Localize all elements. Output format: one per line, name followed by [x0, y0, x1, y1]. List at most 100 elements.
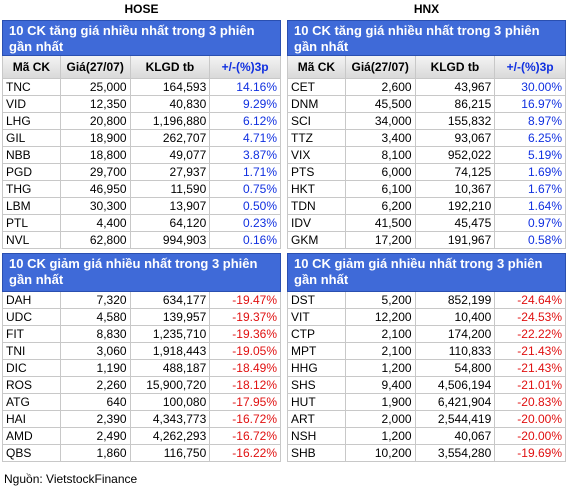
cell: 7,320 [61, 292, 131, 308]
data-row: VIX 8,100 952,022 5.19% [287, 147, 566, 164]
cell: CET [288, 79, 346, 95]
cell: 27,937 [131, 164, 211, 180]
column-header: +/-(%)3p [210, 56, 281, 78]
cell: 0.16% [210, 232, 281, 248]
cell: 9,400 [346, 377, 416, 393]
cell: -19.05% [210, 343, 281, 359]
cell: 10,200 [346, 445, 416, 461]
cell: TNI [3, 343, 61, 359]
cell: -19.69% [495, 445, 566, 461]
cell: 139,957 [131, 309, 211, 325]
cell: 30.00% [495, 79, 566, 95]
cell: PTS [288, 164, 346, 180]
cell: 2,000 [346, 411, 416, 427]
cell: 40,067 [416, 428, 496, 444]
cell: 8,830 [61, 326, 131, 342]
cell: UDC [3, 309, 61, 325]
cell: DST [288, 292, 346, 308]
cell: 2,100 [346, 326, 416, 342]
cell: 1,196,880 [131, 113, 211, 129]
cell: 110,833 [416, 343, 496, 359]
data-row: UDC 4,580 139,957 -19.37% [2, 309, 281, 326]
data-row: IDV 41,500 45,475 0.97% [287, 215, 566, 232]
source: Nguồn: VietstockFinance [4, 472, 138, 486]
cell: 0.23% [210, 215, 281, 231]
cell: 43,967 [416, 79, 496, 95]
cell: -21.43% [495, 343, 566, 359]
cell: 952,022 [416, 147, 496, 163]
cell: DIC [3, 360, 61, 376]
cell: 2,600 [346, 79, 416, 95]
cell: ROS [3, 377, 61, 393]
data-row: SCI 34,000 155,832 8.97% [287, 113, 566, 130]
stock-table: 10 CK tăng giá nhiều nhất trong 3 phiên … [287, 20, 566, 249]
cell: 34,000 [346, 113, 416, 129]
data-row: HAI 2,390 4,343,773 -16.72% [2, 411, 281, 428]
cell: ATG [3, 394, 61, 410]
data-row: TNC 25,000 164,593 14.16% [2, 79, 281, 96]
cell: 41,500 [346, 215, 416, 231]
data-row: CET 2,600 43,967 30.00% [287, 79, 566, 96]
cell: 0.50% [210, 198, 281, 214]
cell: HKT [288, 181, 346, 197]
cell: SHS [288, 377, 346, 393]
data-row: SHB 10,200 3,554,280 -19.69% [287, 445, 566, 462]
cell: VIT [288, 309, 346, 325]
cell: -21.01% [495, 377, 566, 393]
cell: 54,800 [416, 360, 496, 376]
data-row: GIL 18,900 262,707 4.71% [2, 130, 281, 147]
cell: 1,190 [61, 360, 131, 376]
data-row: MPT 2,100 110,833 -21.43% [287, 343, 566, 360]
cell: TTZ [288, 130, 346, 146]
data-row: HKT 6,100 10,367 1.67% [287, 181, 566, 198]
header-row: Mã CK Giá(27/07) KLGD tb +/-(%)3p [2, 56, 281, 79]
cell: IDV [288, 215, 346, 231]
cell: 640 [61, 394, 131, 410]
cell: 1,860 [61, 445, 131, 461]
cell: 93,067 [416, 130, 496, 146]
data-row: LHG 20,800 1,196,880 6.12% [2, 113, 281, 130]
cell: -16.22% [210, 445, 281, 461]
cell: 4,580 [61, 309, 131, 325]
cell: GKM [288, 232, 346, 248]
cell: DAH [3, 292, 61, 308]
table-title: 10 CK giảm giá nhiều nhất trong 3 phiên … [2, 253, 281, 292]
cell: 14.16% [210, 79, 281, 95]
cell: 25,000 [61, 79, 131, 95]
data-row: THG 46,950 11,590 0.75% [2, 181, 281, 198]
cell: 5,200 [346, 292, 416, 308]
data-row: AMD 2,490 4,262,293 -16.72% [2, 428, 281, 445]
cell: 3,554,280 [416, 445, 496, 461]
data-row: FIT 8,830 1,235,710 -19.36% [2, 326, 281, 343]
column-header: Giá(27/07) [61, 56, 131, 78]
data-row: TDN 6,200 192,210 1.64% [287, 198, 566, 215]
data-row: NVL 62,800 994,903 0.16% [2, 232, 281, 249]
cell: 2,544,419 [416, 411, 496, 427]
cell: 16.97% [495, 96, 566, 112]
cell: -24.53% [495, 309, 566, 325]
cell: 1,235,710 [131, 326, 211, 342]
cell: 74,125 [416, 164, 496, 180]
cell: GIL [3, 130, 61, 146]
cell: -18.49% [210, 360, 281, 376]
market: HOSE 10 CK tăng giá nhiều nhất trong 3 ph… [2, 0, 281, 470]
cell: 852,199 [416, 292, 496, 308]
data-row: PTS 6,000 74,125 1.69% [287, 164, 566, 181]
table-title: 10 CK tăng giá nhiều nhất trong 3 phiên … [287, 20, 566, 56]
cell: 1,918,443 [131, 343, 211, 359]
cell: SCI [288, 113, 346, 129]
data-row: QBS 1,860 116,750 -16.22% [2, 445, 281, 462]
cell: 192,210 [416, 198, 496, 214]
data-row: CTP 2,100 174,200 -22.22% [287, 326, 566, 343]
market-label: HOSE [124, 2, 159, 16]
cell: LBM [3, 198, 61, 214]
cell: 15,900,720 [131, 377, 211, 393]
cell: CTP [288, 326, 346, 342]
table-title: 10 CK tăng giá nhiều nhất trong 3 phiên … [2, 20, 281, 56]
data-row: ROS 2,260 15,900,720 -18.12% [2, 377, 281, 394]
market-label: HNX [413, 2, 440, 16]
data-row: NSH 1,200 40,067 -20.00% [287, 428, 566, 445]
cell: -20.00% [495, 428, 566, 444]
cell: 1.64% [495, 198, 566, 214]
cell: 1.69% [495, 164, 566, 180]
